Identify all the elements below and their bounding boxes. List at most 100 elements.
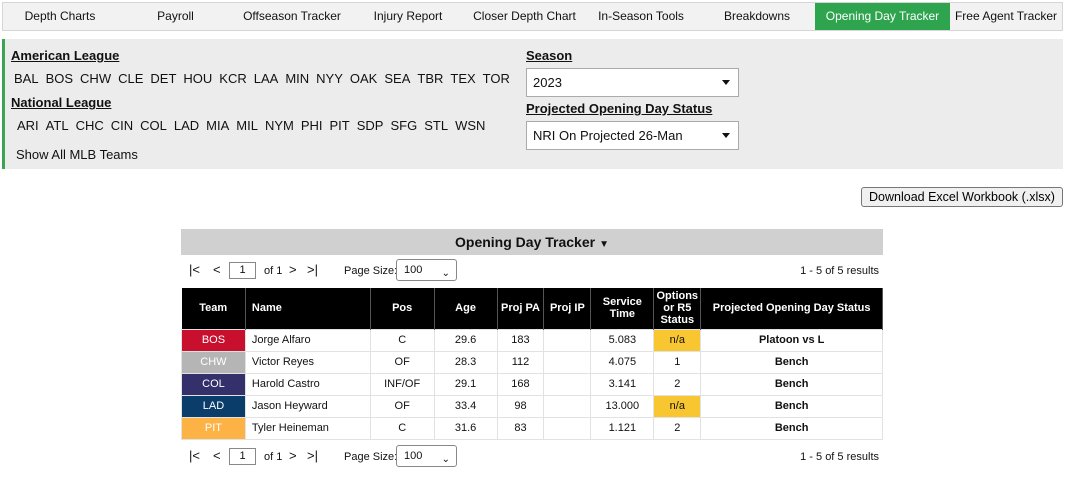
team-link-min[interactable]: MIN: [285, 71, 310, 86]
show-all-teams-link[interactable]: Show All MLB Teams: [16, 147, 138, 162]
player-name-cell[interactable]: Victor Reyes: [244, 350, 371, 374]
projected-status-cell: Bench: [700, 394, 883, 418]
next-page-icon[interactable]: >: [289, 262, 297, 277]
col-pos[interactable]: Pos: [370, 288, 435, 329]
nav-free-agent-tracker[interactable]: Free Agent Tracker: [954, 9, 1058, 23]
team-link-cle[interactable]: CLE: [118, 71, 144, 86]
team-link-oak[interactable]: OAK: [349, 71, 378, 86]
season-select[interactable]: 2023: [526, 68, 739, 97]
page-size-select[interactable]: 100 ⌄: [396, 259, 457, 281]
options-cell: 2: [653, 416, 702, 440]
col-projected-status[interactable]: Projected Opening Day Status: [700, 288, 883, 329]
age-cell: 29.1: [433, 372, 498, 396]
team-cell[interactable]: CHW: [181, 350, 246, 374]
first-page-icon[interactable]: |<: [189, 262, 200, 277]
position-cell: OF: [369, 394, 435, 418]
team-link-laa[interactable]: LAA: [253, 71, 279, 86]
status-title: Projected Opening Day Status: [526, 101, 713, 116]
options-cell: n/a: [653, 328, 702, 352]
page-size-label: Page Size:: [344, 265, 398, 277]
player-name-cell[interactable]: Jorge Alfaro: [244, 328, 371, 352]
first-page-icon[interactable]: |<: [189, 448, 200, 463]
team-link-bos[interactable]: BOS: [45, 71, 74, 86]
service-time-cell: 4.075: [590, 350, 655, 374]
col-options[interactable]: Options or R5 Status: [653, 288, 702, 329]
col-age[interactable]: Age: [434, 288, 498, 329]
team-link-bal[interactable]: BAL: [14, 71, 39, 86]
team-cell[interactable]: LAD: [181, 394, 246, 418]
team-link-chw[interactable]: CHW: [80, 71, 112, 86]
team-link-nym[interactable]: NYM: [264, 118, 294, 133]
col-proj-ip[interactable]: Proj IP: [543, 288, 592, 329]
chevron-down-icon: ⌄: [441, 268, 450, 279]
page-input[interactable]: 1: [229, 448, 256, 465]
next-page-icon[interactable]: >: [289, 448, 297, 463]
team-cell[interactable]: COL: [181, 372, 246, 396]
team-link-ari[interactable]: ARI: [17, 118, 39, 133]
position-cell: OF: [369, 350, 435, 374]
status-select[interactable]: NRI On Projected 26-Man: [526, 121, 739, 150]
team-link-cin[interactable]: CIN: [110, 118, 134, 133]
player-name-cell[interactable]: Tyler Heineman: [244, 416, 371, 440]
nav-opening-day-tracker[interactable]: Opening Day Tracker: [815, 3, 950, 30]
team-link-atl[interactable]: ATL: [45, 118, 69, 133]
nav-depth-charts[interactable]: Depth Charts: [24, 9, 96, 23]
col-service-time[interactable]: Service Time: [590, 288, 655, 329]
table-header-row: Team Name Pos Age Proj PA Proj IP Servic…: [181, 288, 883, 329]
table-row: CHW Victor Reyes OF 28.3 112 4.075 1 Bench: [181, 350, 883, 374]
nav-in-season-tools[interactable]: In-Season Tools: [598, 9, 684, 23]
download-excel-button[interactable]: Download Excel Workbook (.xlsx): [861, 187, 1063, 207]
triangle-down-icon: ▼: [599, 239, 609, 250]
results-count: 1 - 5 of 5 results: [800, 265, 879, 277]
page-of-label: of 1: [264, 451, 283, 463]
options-cell: 1: [653, 350, 702, 374]
national-league-teams: ARI ATL CHC CIN COL LAD MIA MIL NYM PHI PIT SDP SFG S…: [17, 118, 492, 133]
team-link-tor[interactable]: TOR: [482, 71, 510, 86]
player-name-cell[interactable]: Harold Castro: [244, 372, 371, 396]
service-time-cell: 1.121: [590, 416, 655, 440]
team-link-col[interactable]: COL: [140, 118, 167, 133]
position-cell: C: [369, 328, 435, 352]
service-time-cell: 13.000: [590, 394, 655, 418]
team-link-nyy[interactable]: NYY: [316, 71, 343, 86]
national-league-title: National League: [11, 95, 112, 110]
projected-status-cell: Bench: [700, 416, 883, 440]
team-link-hou[interactable]: HOU: [183, 71, 213, 86]
team-link-mia[interactable]: MIA: [206, 118, 230, 133]
prev-page-icon[interactable]: <: [213, 448, 221, 463]
nav-breakdowns[interactable]: Breakdowns: [723, 9, 791, 23]
nav-closer-depth-chart[interactable]: Closer Depth Chart: [473, 9, 576, 23]
last-page-icon[interactable]: >|: [307, 448, 318, 463]
team-link-sea[interactable]: SEA: [384, 71, 411, 86]
table-title-bar[interactable]: Opening Day Tracker ▼: [181, 229, 883, 255]
team-link-pit[interactable]: PIT: [329, 118, 350, 133]
col-team[interactable]: Team: [181, 288, 246, 329]
team-link-chc[interactable]: CHC: [75, 118, 104, 133]
last-page-icon[interactable]: >|: [307, 262, 318, 277]
team-cell[interactable]: BOS: [181, 328, 246, 352]
team-link-sdp[interactable]: SDP: [356, 118, 384, 133]
team-link-kcr[interactable]: KCR: [219, 71, 247, 86]
team-link-mil[interactable]: MIL: [236, 118, 258, 133]
nav-offseason-tracker[interactable]: Offseason Tracker: [243, 9, 341, 23]
team-link-sfg[interactable]: SFG: [390, 118, 418, 133]
team-link-tbr[interactable]: TBR: [417, 71, 444, 86]
page-size-select[interactable]: 100 ⌄: [396, 445, 457, 467]
table-row: LAD Jason Heyward OF 33.4 98 13.000 n/a Bench: [181, 394, 883, 418]
page-input[interactable]: 1: [229, 262, 256, 279]
team-link-wsn[interactable]: WSN: [455, 118, 486, 133]
prev-page-icon[interactable]: <: [213, 262, 221, 277]
team-link-tex[interactable]: TEX: [450, 71, 476, 86]
team-link-phi[interactable]: PHI: [300, 118, 323, 133]
team-link-det[interactable]: DET: [150, 71, 177, 86]
col-name[interactable]: Name: [245, 288, 371, 329]
nav-injury-report[interactable]: Injury Report: [373, 9, 443, 23]
col-proj-pa[interactable]: Proj PA: [497, 288, 545, 329]
team-link-stl[interactable]: STL: [424, 118, 449, 133]
player-name-cell[interactable]: Jason Heyward: [244, 394, 371, 418]
team-cell[interactable]: PIT: [181, 416, 246, 440]
team-link-lad[interactable]: LAD: [173, 118, 200, 133]
service-time-cell: 3.141: [590, 372, 655, 396]
nav-payroll[interactable]: Payroll: [157, 9, 194, 23]
chevron-down-icon: ⌄: [441, 454, 450, 465]
